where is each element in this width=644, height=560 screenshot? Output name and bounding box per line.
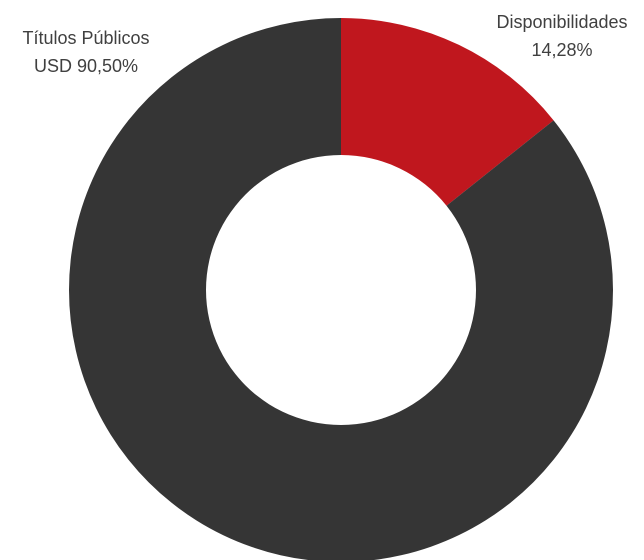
label-disponibilidades-value: 14,28% [531, 40, 592, 60]
label-titulos-publicos-value: USD 90,50% [34, 56, 138, 76]
donut-slices [69, 18, 613, 560]
label-titulos-publicos-name: Títulos Públicos [22, 28, 149, 48]
label-disponibilidades-name: Disponibilidades [496, 12, 627, 32]
